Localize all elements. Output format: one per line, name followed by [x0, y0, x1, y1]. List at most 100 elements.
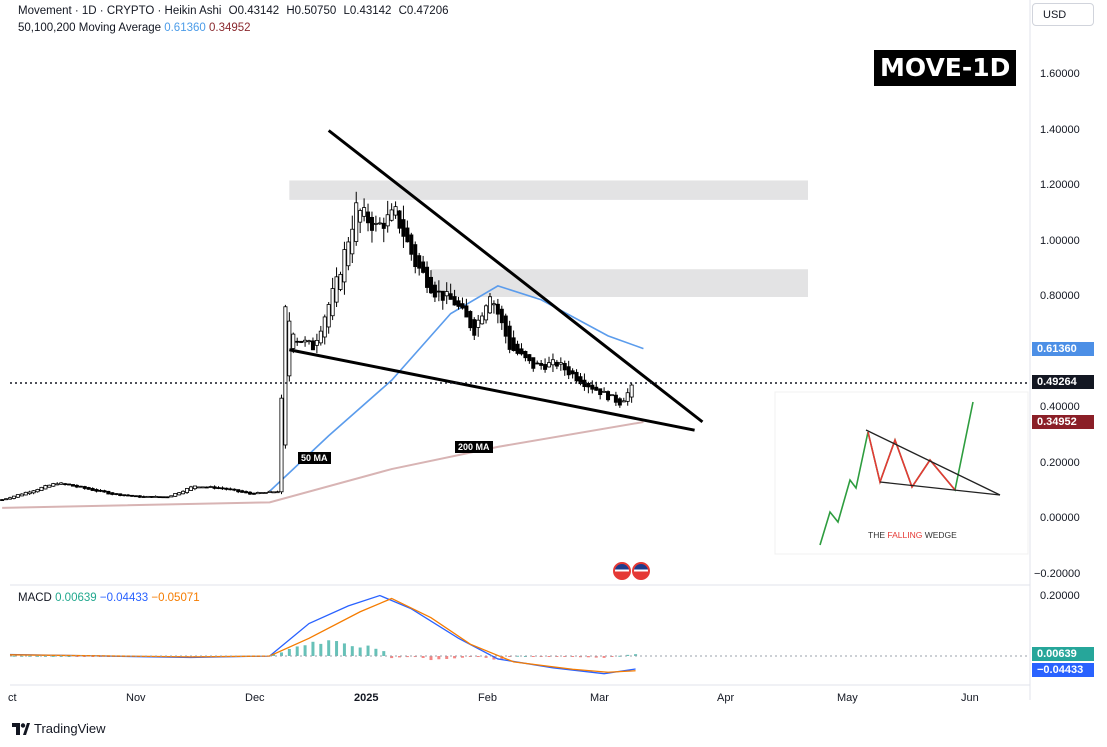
candle-body: [373, 222, 378, 225]
price-axis-label: 1.40000: [1040, 123, 1080, 136]
candle-body: [27, 491, 32, 495]
candle-body: [303, 339, 308, 343]
candle-body: [393, 206, 398, 216]
candle-body: [460, 303, 465, 309]
candle-body: [307, 340, 312, 343]
macd-title: MACD: [18, 592, 52, 604]
ma50-price-badge: 0.61360: [1032, 342, 1094, 356]
macd-histogram-bar: [586, 656, 590, 658]
candle-body: [405, 227, 410, 243]
candle-body: [472, 319, 477, 336]
candle-body: [106, 490, 111, 495]
macd-legend: MACD 0.00639 −0.04433 −0.05071: [18, 592, 200, 604]
candle-body: [23, 491, 28, 496]
candle-body: [78, 485, 83, 488]
candle-body: [389, 209, 394, 221]
candle-body: [468, 311, 473, 329]
currency-button[interactable]: USD: [1032, 3, 1094, 26]
candle-body: [122, 494, 127, 497]
macd-histogram-bar: [12, 655, 16, 657]
macd-line: [9, 594, 636, 675]
inset-caption-pre: THE: [868, 530, 888, 540]
candle-body: [613, 394, 618, 403]
candle-body: [602, 390, 607, 393]
candle-body: [314, 339, 319, 346]
candle-body: [70, 484, 75, 487]
candle-body: [31, 490, 36, 494]
tradingview-logo[interactable]: TradingView: [12, 721, 106, 736]
candle-body: [35, 489, 40, 493]
ma-title: 50,100,200 Moving Average: [18, 22, 162, 34]
candle-body: [153, 495, 158, 498]
macd-histogram-bar: [445, 656, 449, 659]
candle-body: [417, 255, 422, 269]
macd-histogram-bar: [311, 641, 315, 656]
macd-signal-line: [9, 597, 636, 673]
candle-body: [94, 489, 99, 492]
inset-lower-line: [879, 481, 1001, 496]
candle-body: [271, 491, 276, 494]
macd-histogram-bar: [429, 656, 433, 661]
macd-histogram-bar: [295, 646, 299, 656]
tradingview-icon: [12, 722, 30, 735]
time-axis-label: Feb: [478, 692, 497, 704]
candle-body: [149, 496, 154, 498]
candle-body: [562, 363, 567, 371]
candle-body: [385, 214, 390, 227]
price-axis-label: 0.20000: [1040, 456, 1080, 469]
macd-axis-label: 0.20000: [1040, 590, 1080, 602]
macd-histogram-bar: [547, 656, 551, 657]
ma200-price-badge: 0.34952: [1032, 415, 1094, 429]
symbol-legend: Movement · 1D · CRYPTO · Heikin Ashi O0.…: [18, 5, 449, 17]
candle-body: [11, 495, 16, 499]
candle-body: [621, 400, 626, 403]
candle-body: [629, 384, 634, 398]
candle-body: [0, 499, 5, 501]
candle-body: [401, 219, 406, 237]
time-axis-label: May: [837, 692, 858, 704]
candle-body: [476, 319, 481, 328]
time-axis-label: Apr: [717, 692, 735, 704]
macd-histogram-bar: [476, 656, 480, 658]
candle-body: [346, 241, 351, 267]
candle-body: [507, 325, 512, 350]
us-flag-icon[interactable]: [613, 562, 631, 580]
inset-caption: THE FALLING WEDGE: [868, 530, 957, 540]
candle-body: [487, 296, 492, 314]
candle-body: [47, 484, 52, 488]
macd-histogram-bar: [421, 656, 425, 658]
lower-trendline: [289, 348, 695, 432]
candle-body: [491, 303, 496, 306]
price-axis-label: 0.80000: [1040, 290, 1080, 302]
candle-body: [63, 483, 68, 486]
macd-histogram-bar: [335, 641, 339, 656]
macd-histogram-bar: [516, 655, 520, 657]
macd-histogram-bar: [327, 640, 331, 656]
macd-histogram-bar: [287, 648, 291, 656]
candle-body: [114, 493, 119, 495]
us-flag-icon[interactable]: [632, 562, 650, 580]
candle-body: [247, 491, 252, 495]
candle-body: [464, 305, 469, 318]
candle-body: [200, 486, 205, 489]
candle-body: [165, 496, 170, 499]
macd-histogram-bar: [390, 656, 394, 659]
close-value: C0.47206: [398, 5, 449, 17]
candle-body: [377, 222, 382, 225]
candle-body: [432, 284, 437, 298]
macd-histogram-bar: [484, 656, 488, 658]
candle-body: [15, 494, 20, 498]
falling-wedge-inset: [774, 391, 1029, 555]
candle-body: [326, 304, 331, 328]
candle-body: [448, 293, 453, 300]
candle-body: [503, 315, 508, 337]
macd-histogram-bar: [531, 656, 535, 657]
candle-body: [543, 364, 548, 370]
time-axis-label: 2025: [354, 692, 379, 704]
candle-body: [141, 496, 146, 498]
candle-body: [145, 495, 150, 498]
candle-body: [82, 486, 87, 489]
candle-body: [220, 487, 225, 490]
candle-body: [358, 210, 363, 223]
